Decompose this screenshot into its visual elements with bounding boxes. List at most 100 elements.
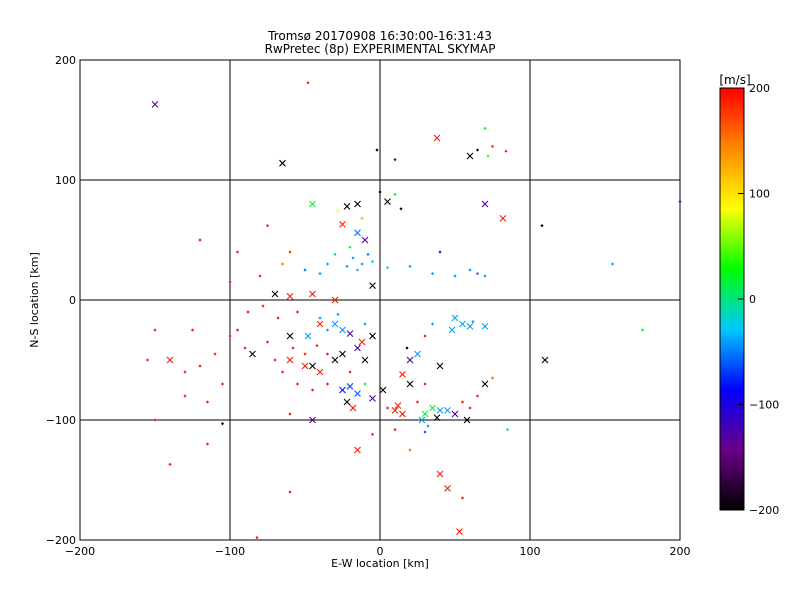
dot-marker [303,352,307,356]
cross-marker [481,380,489,388]
dot-marker [325,352,330,356]
dot-marker [483,274,487,278]
cross-marker [436,362,444,370]
dot-marker [318,316,322,320]
dot-marker [246,310,250,314]
dot-marker [486,154,490,158]
cross-marker [339,350,346,358]
dot-marker [640,328,645,332]
chart-title: Tromsø 20170908 16:30:00-16:31:43 [267,29,492,43]
x-axis-ticks: −200 −100 0 100 200 [65,545,691,558]
dot-marker [265,224,270,228]
dot-marker [370,260,375,264]
data-markers [145,81,682,540]
cross-marker [466,152,474,160]
dot-marker [261,304,265,308]
dot-marker [310,388,315,392]
dot-marker [471,320,475,324]
dot-marker [430,272,435,276]
dot-marker [325,382,330,386]
cross-marker [249,350,256,358]
y-axis-label: N-S location [km] [28,252,41,348]
dot-marker [190,328,195,332]
cross-marker [343,398,351,406]
cross-marker [414,350,421,358]
cross-marker [343,203,351,210]
dot-marker [315,344,319,348]
dot-marker [235,328,240,332]
cross-marker [358,338,366,346]
x-tick-label: 200 [670,545,691,558]
dot-marker [325,262,330,266]
colorbar-tick-label: −100 [749,399,779,412]
cross-marker [316,320,324,328]
colorbar-tick-label: 0 [749,293,756,306]
dot-marker [408,264,412,268]
x-tick-label: −100 [215,545,245,558]
dot-marker [468,406,472,410]
x-tick-label: 100 [520,545,541,558]
dot-marker [220,382,225,386]
cross-marker [286,293,294,300]
dot-marker [243,346,247,350]
grid-lines [80,60,680,540]
dot-marker [198,364,202,368]
dot-marker [213,352,217,356]
cross-marker [286,332,294,340]
dot-marker [351,256,355,260]
dot-marker [423,334,427,338]
dot-marker [280,262,285,266]
dot-marker [366,252,370,256]
cross-marker [481,323,489,330]
cross-marker [481,200,489,208]
dot-marker [325,328,330,332]
cross-marker [406,356,414,364]
dot-marker [453,274,457,278]
dot-marker [475,394,480,398]
dot-marker [460,400,465,404]
dot-marker [426,424,430,428]
cross-marker [339,221,346,228]
cross-marker [316,368,324,376]
dot-marker [306,81,310,85]
dot-marker [415,400,420,404]
dot-marker [183,370,187,374]
cross-marker [361,236,369,244]
dot-marker [228,334,232,338]
dot-marker [475,272,480,276]
cross-marker [286,356,294,364]
cross-marker [361,356,369,364]
dot-marker [399,207,403,211]
cross-marker [436,407,444,414]
dot-marker [393,158,397,162]
cross-marker [331,296,339,304]
dot-marker [408,448,412,452]
y-tick-label: 100 [55,174,76,187]
cross-marker [444,485,451,492]
dot-marker [540,224,544,228]
dot-marker [288,250,292,254]
dot-marker [345,264,349,268]
dot-marker [430,322,435,326]
dot-marker [168,462,172,466]
dot-marker [405,346,409,350]
dot-marker [460,496,465,500]
dot-marker [483,126,487,130]
cross-marker [309,200,316,208]
cross-marker [304,332,312,340]
cross-marker [166,356,174,364]
dot-marker [360,262,364,266]
cross-marker [418,416,426,424]
dot-marker [378,190,382,194]
dot-marker [276,316,280,320]
dot-marker [228,280,232,284]
cross-marker [271,290,279,298]
dot-marker [490,144,495,148]
y-axis-ticks: −200 −100 0 100 200 [46,54,76,547]
cross-marker [354,390,361,397]
dot-marker [423,382,427,386]
dot-marker [423,430,427,434]
y-tick-label: −100 [46,414,76,427]
y-tick-label: −200 [46,534,76,547]
